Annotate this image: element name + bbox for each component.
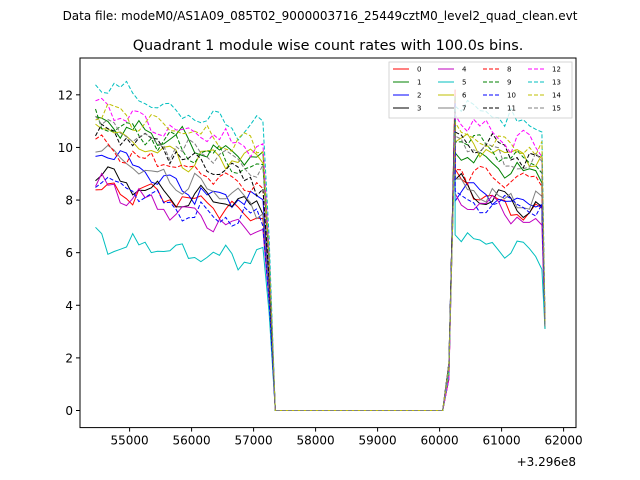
legend-label-0: 0 <box>417 66 421 74</box>
y-tick-label: 4 <box>65 299 73 313</box>
legend-label-12: 12 <box>552 66 561 74</box>
series-9-line <box>95 96 546 411</box>
series-8-line <box>95 89 546 411</box>
series-5-line <box>95 122 546 411</box>
series-14-line <box>95 103 546 411</box>
legend-label-9: 9 <box>507 79 511 87</box>
legend-label-7: 7 <box>462 105 466 113</box>
series-0-line <box>95 89 546 411</box>
x-tick-label: 55000 <box>111 434 149 448</box>
x-tick-label: 56000 <box>173 434 211 448</box>
x-offset-label: +3.296e8 <box>517 455 576 469</box>
y-tick-label: 12 <box>58 88 73 102</box>
y-tick-label: 8 <box>65 194 73 208</box>
legend-label-6: 6 <box>462 92 467 100</box>
x-tick-label: 59000 <box>359 434 397 448</box>
legend-label-13: 13 <box>552 79 561 87</box>
legend-label-2: 2 <box>417 92 421 100</box>
y-tick-label: 6 <box>65 246 73 260</box>
x-tick-label: 58000 <box>297 434 335 448</box>
y-tick-label: 10 <box>58 141 73 155</box>
x-tick-label: 57000 <box>235 434 273 448</box>
series-2-line <box>95 102 546 411</box>
y-tick-label: 0 <box>65 404 73 418</box>
series-4-line <box>95 115 546 411</box>
figure-suptitle: Data file: modeM0/AS1A09_085T02_90000037… <box>63 9 578 23</box>
x-tick-label: 60000 <box>421 434 459 448</box>
legend-label-1: 1 <box>417 79 421 87</box>
series-7-line <box>95 135 546 411</box>
x-tick-label: 62000 <box>545 434 583 448</box>
legend-label-8: 8 <box>507 66 511 74</box>
legend-label-5: 5 <box>462 79 466 87</box>
plot-frame <box>79 57 577 429</box>
legend-label-4: 4 <box>462 66 467 74</box>
y-tick-label: 2 <box>65 351 73 365</box>
series-1-line <box>95 96 546 411</box>
legend-label-3: 3 <box>417 105 421 113</box>
series-3-line <box>95 109 546 411</box>
series-11-line <box>95 109 546 411</box>
legend-label-14: 14 <box>552 92 561 100</box>
series-13-line <box>95 80 546 411</box>
series-10-line <box>95 102 546 411</box>
series-12-line <box>95 97 546 411</box>
legend-label-10: 10 <box>507 92 516 100</box>
series-6-line <box>95 123 546 411</box>
series-15-line <box>95 115 546 411</box>
y-axis: 0 2 4 6 8 10 12 <box>58 88 80 418</box>
chart-title: Quadrant 1 module wise count rates with … <box>133 38 524 54</box>
x-axis: 55000 56000 57000 58000 59000 60000 61000 62000 <box>111 427 583 448</box>
series-layer <box>95 80 546 411</box>
legend-label-11: 11 <box>507 105 516 113</box>
x-tick-label: 61000 <box>483 434 521 448</box>
legend-label-15: 15 <box>552 105 561 113</box>
legend-box <box>388 61 573 119</box>
